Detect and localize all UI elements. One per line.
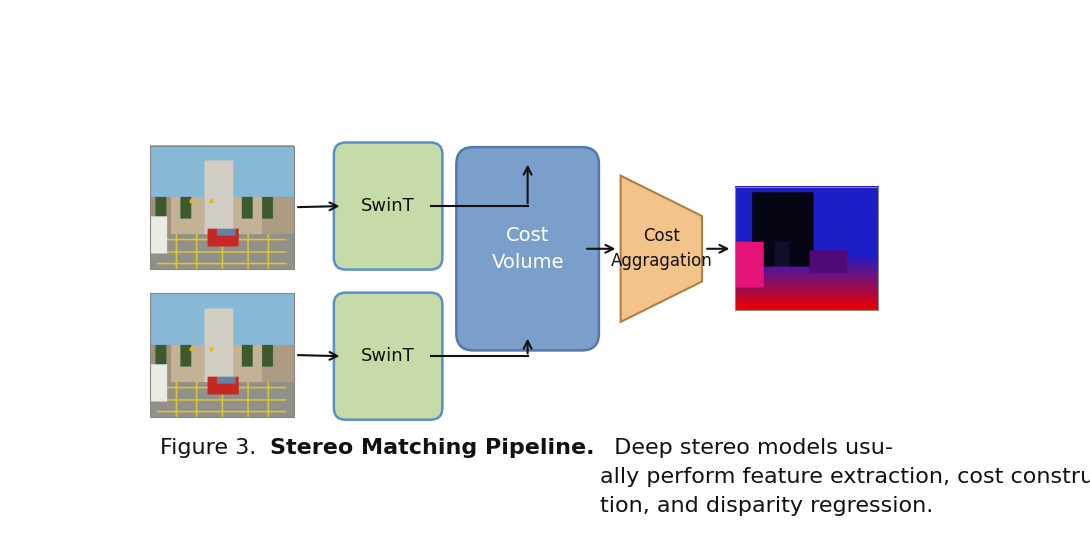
FancyBboxPatch shape xyxy=(457,147,598,351)
Text: Stereo Matching Pipeline.: Stereo Matching Pipeline. xyxy=(269,438,594,458)
Bar xyxy=(150,146,293,269)
Text: Figure 3.: Figure 3. xyxy=(159,438,256,458)
Text: SwinT: SwinT xyxy=(361,197,415,215)
Bar xyxy=(735,187,877,310)
Bar xyxy=(150,293,293,417)
FancyBboxPatch shape xyxy=(334,143,443,270)
Text: Cost
Aggragation: Cost Aggragation xyxy=(610,227,712,270)
Polygon shape xyxy=(620,176,702,322)
Text: Deep stereo models usu-
ally perform feature extraction, cost construction, cost: Deep stereo models usu- ally perform fea… xyxy=(601,438,1090,516)
Text: SwinT: SwinT xyxy=(361,347,415,365)
FancyBboxPatch shape xyxy=(334,293,443,420)
Text: Cost
Volume: Cost Volume xyxy=(492,226,564,271)
